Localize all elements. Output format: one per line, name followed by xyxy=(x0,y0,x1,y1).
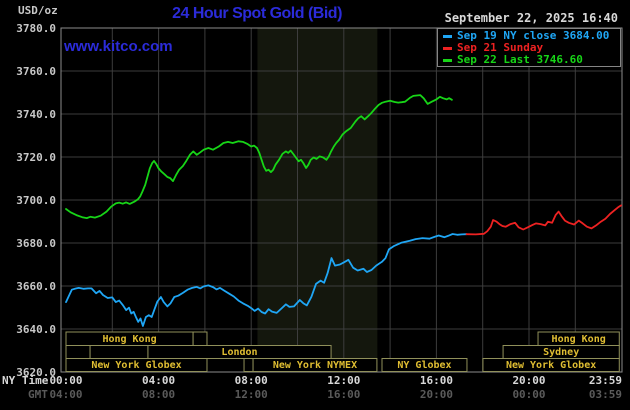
legend-entry-label: Sep 19 NY close 3684.00 xyxy=(457,29,610,42)
x-axis-tick-label: 03:59 xyxy=(588,388,622,401)
legend-entry: Sep 22 Last 3746.60 xyxy=(443,54,620,66)
x-axis-tick-label: 12:00 xyxy=(327,374,361,387)
x-axis-tick-label: 12:00 xyxy=(234,388,268,401)
price-line-sep-21 xyxy=(465,204,622,236)
legend-entry: Sep 19 NY close 3684.00 xyxy=(443,30,620,42)
price-line-sep-19 xyxy=(65,233,468,327)
x-axis-tick-label: 23:59 xyxy=(588,374,622,387)
legend-dash-icon xyxy=(443,34,452,38)
session-box-new-york-globex xyxy=(482,358,620,372)
x-axis-tick-label: 00:00 xyxy=(49,374,83,387)
legend-dash-icon xyxy=(443,46,452,50)
session-label-sydney: Sydney xyxy=(543,347,580,358)
x-axis-tick-label: 20:00 xyxy=(512,374,546,387)
page-title: 24 Hour Spot Gold (Bid) xyxy=(172,5,342,22)
session-label-hong-kong: Hong Kong xyxy=(551,333,606,345)
session-box xyxy=(89,345,149,359)
y-axis-tick-label: 3680.0 xyxy=(16,237,56,250)
y-axis-tick-label: 3740.0 xyxy=(16,108,56,121)
legend-entry-label: Sep 21 Sunday xyxy=(457,41,544,54)
session-box-london xyxy=(147,345,332,359)
y-axis-tick-label: 3620.0 xyxy=(16,366,56,379)
session-label-new-york-globex: New York Globex xyxy=(505,360,597,371)
session-box-new-york-globex xyxy=(65,358,208,372)
legend-entry: Sep 21 Sunday xyxy=(443,42,620,54)
x-axis-tick-label: 08:00 xyxy=(142,388,176,401)
session-box xyxy=(243,358,254,372)
session-label-hong-kong: Hong Kong xyxy=(102,333,157,345)
y-axis-tick-label: 3700.0 xyxy=(16,194,56,207)
x-axis-tick-label: 08:00 xyxy=(234,374,268,387)
session-box xyxy=(192,331,208,346)
legend-box: Sep 19 NY close 3684.00 Sep 21 Sunday Sep … xyxy=(437,28,621,67)
x-axis-row-label-ny-time: NY Time xyxy=(2,374,49,387)
legend-dash-icon xyxy=(443,58,452,62)
x-axis-tick-label: 20:00 xyxy=(419,388,453,401)
session-label-london: London xyxy=(221,347,258,358)
x-axis-tick-label: 00:00 xyxy=(512,388,546,401)
y-axis-tick-label: 3720.0 xyxy=(16,151,56,164)
y-axis-tick-label: 3760.0 xyxy=(16,65,56,78)
y-axis-tick-label: 3780.0 xyxy=(16,22,56,35)
session-label-new-york-nymex: New York NYMEX xyxy=(272,360,358,371)
session-box xyxy=(65,345,91,359)
y-axis-tick-label: 3640.0 xyxy=(16,323,56,336)
chart-datetime: September 22, 2025 16:40 xyxy=(444,11,618,25)
x-axis-tick-label: 16:00 xyxy=(327,388,361,401)
x-axis-tick-label: 04:00 xyxy=(49,388,83,401)
legend-entry-label: Sep 22 Last 3746.60 xyxy=(457,53,583,66)
y-axis-tick-label: 3660.0 xyxy=(16,280,56,293)
x-axis-row-label-gmt: GMT xyxy=(28,388,48,401)
session-label-new-york-globex: New York Globex xyxy=(91,360,182,371)
y-axis-unit-label: USD/oz xyxy=(18,4,58,17)
session-label-ny-globex: NY Globex xyxy=(397,360,452,371)
x-axis-tick-label: 04:00 xyxy=(142,374,176,387)
session-box-new-york-nymex xyxy=(252,358,378,372)
x-axis-tick-label: 16:00 xyxy=(419,374,453,387)
price-line-sep-22 xyxy=(65,94,453,220)
session-box-ny-globex xyxy=(381,358,468,372)
kitco-watermark-link[interactable]: www.kitco.com xyxy=(64,38,173,55)
